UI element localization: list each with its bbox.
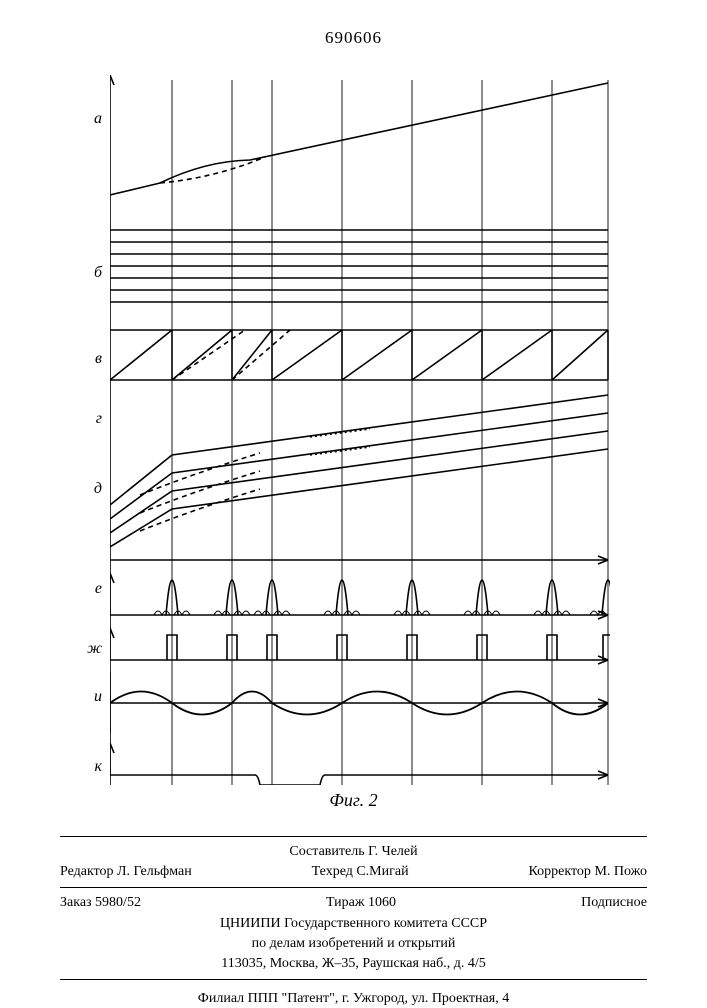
divider [60, 836, 647, 837]
divider [60, 979, 647, 980]
svg-text:t₃: t₃ [316, 782, 325, 785]
panel-label-а: а [82, 110, 102, 128]
panel-label-ж: ж [82, 640, 102, 658]
figure-label: Фиг. 2 [0, 790, 707, 811]
panel-label-и: и [82, 688, 102, 706]
org-line-1: ЦНИИПИ Государственного комитета СССР [60, 915, 647, 933]
org-line-3: 113035, Москва, Ж–35, Раушская наб., д. … [60, 955, 647, 973]
corrector: Корректор М. Пожо [529, 863, 647, 881]
svg-text:t₂: t₂ [224, 782, 233, 785]
panel-label-е: е [82, 580, 102, 598]
editor: Редактор Л. Гельфман [60, 863, 192, 881]
panel-label-в: в [82, 350, 102, 368]
svg-text:t₁: t₁ [164, 782, 173, 785]
org-line-2: по делам изобретений и открытий [60, 935, 647, 953]
compiler: Составитель Г. Челей [289, 843, 417, 861]
footer: Филиал ППП "Патент", г. Ужгород, ул. Про… [60, 990, 647, 1008]
panel-label-б: б [82, 264, 102, 282]
podpisnoe: Подписное [581, 894, 647, 912]
panel-label-д: д [82, 480, 102, 498]
panel-label-к: к [82, 758, 102, 776]
credits-block: Составитель Г. Челей Редактор Л. Гельфма… [60, 830, 647, 1008]
figure-2-graph: fttUtUUtUtt₁t₂t₃ [110, 75, 610, 785]
techred: Техред С.Мигай [312, 863, 409, 881]
order-number: Заказ 5980/52 [60, 894, 141, 912]
panel-label-г: г [82, 410, 102, 428]
divider [60, 887, 647, 888]
document-number: 690606 [0, 28, 707, 48]
tirazh: Тираж 1060 [326, 894, 396, 912]
